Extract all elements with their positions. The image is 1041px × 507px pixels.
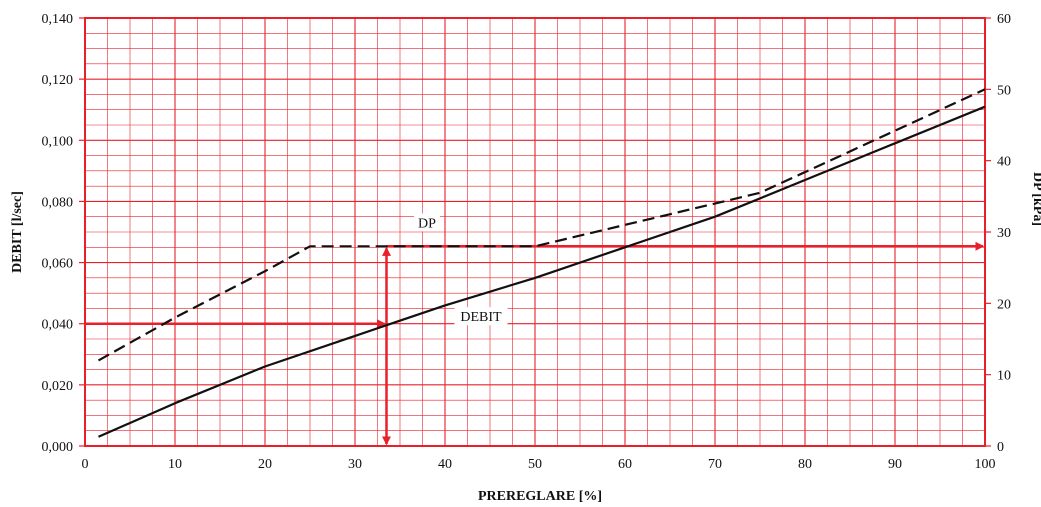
y-tick-label: 0,040 — [42, 318, 74, 333]
y2-axis-title: DP [kPa] — [1030, 172, 1041, 226]
series-lines — [97, 88, 986, 438]
curve-label-background — [454, 307, 508, 326]
curve-label-dp: DP — [418, 216, 436, 231]
curve-label-debit: DEBIT — [460, 310, 502, 325]
x-tick-label: 90 — [888, 457, 902, 472]
x-tick-label: 60 — [618, 457, 632, 472]
x-tick-label: 20 — [258, 457, 272, 472]
y2-tick-label: 40 — [997, 155, 1011, 170]
y-tick-label: 0,080 — [42, 195, 74, 210]
series-line-debit — [98, 105, 986, 438]
x-tick-label: 10 — [168, 457, 182, 472]
y-axis-title: DEBIT [l/sec] — [10, 191, 25, 273]
series-line-dp — [97, 88, 986, 362]
y-tick-label: 0,100 — [42, 134, 74, 149]
x-axis-title: PREREGLARE [%] — [478, 489, 602, 504]
y2-tick-label: 20 — [997, 297, 1011, 312]
tick-labels: 0 10 20 30 40 50 60 70 80 90 1000,0000,0200,0400,0… — [42, 12, 1012, 472]
y-tick-label: 0,060 — [42, 257, 74, 272]
y2-tick-label: 10 — [997, 369, 1011, 384]
x-tick-label: 0 — [82, 457, 89, 472]
x-tick-label: 100 — [975, 457, 996, 472]
y2-tick-label: 30 — [997, 226, 1011, 241]
x-tick-label: 80 — [798, 457, 812, 472]
y2-tick-label: 0 — [997, 440, 1004, 455]
x-tick-label: 70 — [708, 457, 722, 472]
curve-labels: DP DEBIT — [414, 213, 508, 326]
y-tick-label: 0,020 — [42, 379, 74, 394]
y2-tick-label: 60 — [997, 12, 1011, 27]
y-tick-label: 0,000 — [42, 440, 74, 455]
y2-tick-label: 50 — [997, 83, 1011, 98]
curve-label-background — [414, 213, 440, 232]
x-tick-label: 40 — [438, 457, 452, 472]
x-tick-label: 50 — [528, 457, 542, 472]
y-tick-label: 0,120 — [42, 73, 74, 88]
grid — [79, 17, 991, 447]
x-tick-label: 30 — [348, 457, 362, 472]
y-tick-label: 0,140 — [42, 12, 74, 27]
